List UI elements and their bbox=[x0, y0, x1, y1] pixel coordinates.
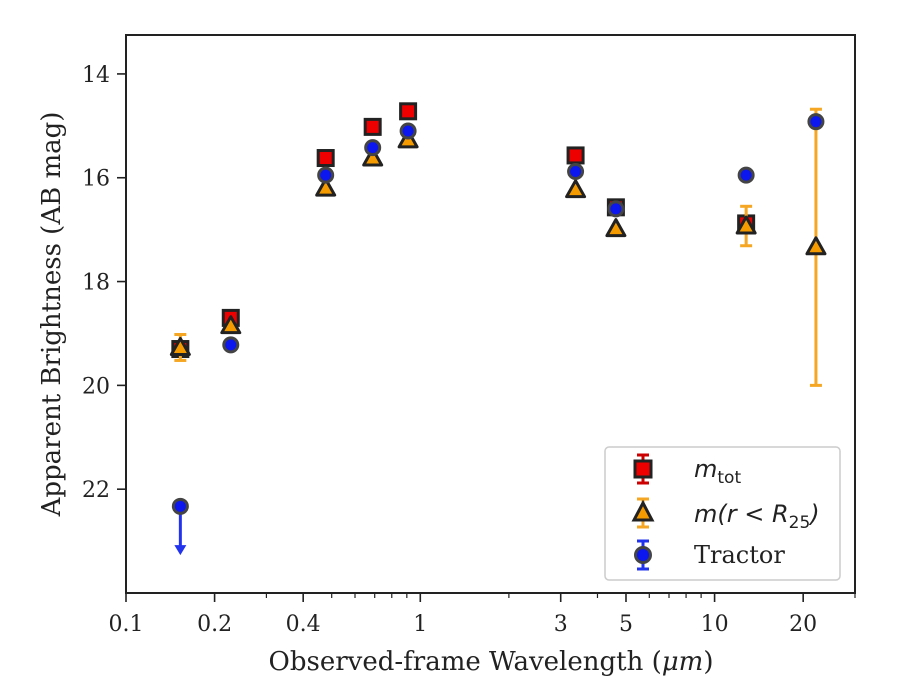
legend-mtot-label-base: m bbox=[694, 455, 717, 483]
mr25-point bbox=[805, 236, 827, 256]
mr25-point bbox=[220, 315, 242, 335]
mr25-point bbox=[315, 177, 337, 197]
legend-entry-mr25: m(r < R25) bbox=[631, 497, 820, 533]
x-tick-label: 20 bbox=[789, 612, 817, 637]
tractor-point bbox=[607, 200, 625, 218]
mr25-point bbox=[565, 179, 587, 199]
legend-mr25-label: m(r < R25) bbox=[694, 500, 820, 533]
y-tick-label: 16 bbox=[82, 167, 110, 192]
tractor-point bbox=[222, 336, 240, 354]
legend-mr25-marker bbox=[631, 499, 655, 522]
tractor-point bbox=[171, 497, 189, 515]
y-tick-label: 18 bbox=[82, 271, 110, 296]
legend-box bbox=[604, 446, 841, 581]
mr25-point bbox=[362, 147, 384, 167]
mr25-point bbox=[169, 336, 191, 356]
tractor-point bbox=[737, 166, 755, 184]
y-tick-label: 14 bbox=[82, 63, 110, 88]
x-axis-title-end: ) bbox=[703, 647, 713, 677]
tractor-point bbox=[567, 163, 585, 181]
x-axis-title: Observed-frame Wavelength (μm) bbox=[269, 647, 714, 677]
mtot-point bbox=[316, 149, 335, 168]
y-tick-label: 22 bbox=[82, 478, 110, 503]
tractor-point bbox=[364, 139, 382, 157]
mr25-point bbox=[605, 218, 627, 238]
legend-mr25-label-close: ) bbox=[808, 500, 819, 528]
tractor-point bbox=[807, 113, 825, 131]
x-tick-label: 3 bbox=[554, 612, 568, 637]
tractor-point bbox=[317, 166, 335, 184]
mtot-point bbox=[363, 117, 382, 136]
mtot-point bbox=[566, 146, 585, 165]
legend-mtot-label: mtot bbox=[694, 455, 741, 488]
x-axis-title-unit: μm bbox=[662, 647, 704, 677]
mr25-point bbox=[735, 215, 757, 235]
x-tick-label: 0.1 bbox=[109, 612, 144, 637]
legend-tractor-label: Tractor bbox=[694, 541, 785, 569]
data-marks-layer bbox=[169, 102, 827, 556]
legend-entry-mtot: mtot bbox=[633, 453, 741, 488]
ticks-layer: 0.1 0.2 0.4 1 3 5 10 20 14 16 18 20 22 bbox=[82, 63, 856, 637]
tractor-point bbox=[399, 122, 417, 140]
x-tick-label: 0.4 bbox=[286, 612, 321, 637]
legend-mr25-label-text: m(r < R bbox=[694, 500, 789, 528]
x-tick-label: 10 bbox=[701, 612, 729, 637]
legend-mtot-marker bbox=[633, 459, 653, 479]
y-tick-label: 20 bbox=[82, 374, 110, 399]
tractor-upper-limit-arrowhead bbox=[174, 545, 187, 556]
x-tick-label: 1 bbox=[413, 612, 427, 637]
legend-mr25-label-sub: 25 bbox=[789, 513, 811, 533]
x-tick-label: 0.2 bbox=[197, 612, 232, 637]
y-axis-title: Apparent Brightness (AB mag) bbox=[37, 112, 67, 518]
x-tick-label: 5 bbox=[619, 612, 633, 637]
mtot-point bbox=[399, 102, 418, 121]
legend-entry-tractor: Tractor bbox=[634, 539, 785, 571]
x-axis-title-main: Observed-frame Wavelength ( bbox=[269, 647, 662, 677]
legend-tractor-marker bbox=[634, 546, 652, 564]
legend: mtot m(r < R25) Tractor bbox=[604, 446, 841, 581]
plot-frame bbox=[125, 34, 856, 594]
legend-mtot-label-sub: tot bbox=[717, 468, 741, 488]
